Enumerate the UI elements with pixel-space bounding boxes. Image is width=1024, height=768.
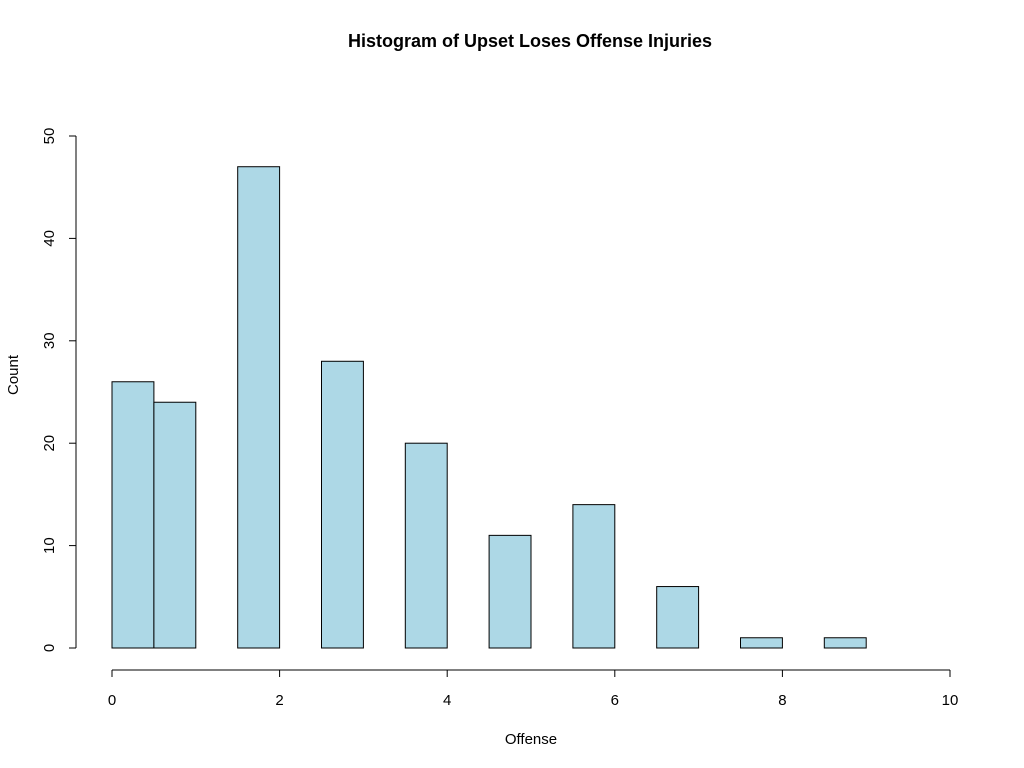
histogram-bar-3 [237, 166, 281, 649]
x-axis: 0 2 4 6 8 10 [108, 669, 959, 709]
bars-group [111, 166, 867, 649]
x-axis-label: Offense [505, 731, 557, 748]
y-axis: 0 10 20 30 40 50 [41, 128, 77, 652]
x-tick-label: 4 [443, 692, 451, 709]
histogram-bar-9 [488, 534, 532, 649]
x-tick-label: 0 [108, 692, 116, 709]
histogram-bar-5 [321, 360, 364, 649]
y-tick-label: 50 [41, 128, 58, 145]
y-tick-label: 0 [41, 644, 58, 652]
histogram-bar-0 [111, 381, 155, 649]
x-tick-label: 6 [611, 692, 619, 709]
y-tick-label: 20 [41, 435, 58, 452]
y-tick-label: 40 [41, 230, 58, 247]
x-tick-label: 2 [275, 692, 283, 709]
chart-title: Histogram of Upset Loses Offense Injurie… [348, 31, 712, 51]
histogram-bar-7 [404, 442, 448, 649]
histogram-bar-11 [572, 504, 616, 649]
histogram-bar-17 [823, 637, 867, 649]
histogram-bar-15 [740, 637, 783, 649]
y-tick-label: 10 [41, 537, 58, 554]
histogram-bar-13 [656, 586, 700, 649]
x-tick-label: 8 [778, 692, 786, 709]
y-tick-label: 30 [41, 332, 58, 349]
x-tick-label: 10 [942, 692, 959, 709]
histogram-bar-1 [153, 401, 197, 649]
y-axis-label: Count [5, 354, 22, 395]
